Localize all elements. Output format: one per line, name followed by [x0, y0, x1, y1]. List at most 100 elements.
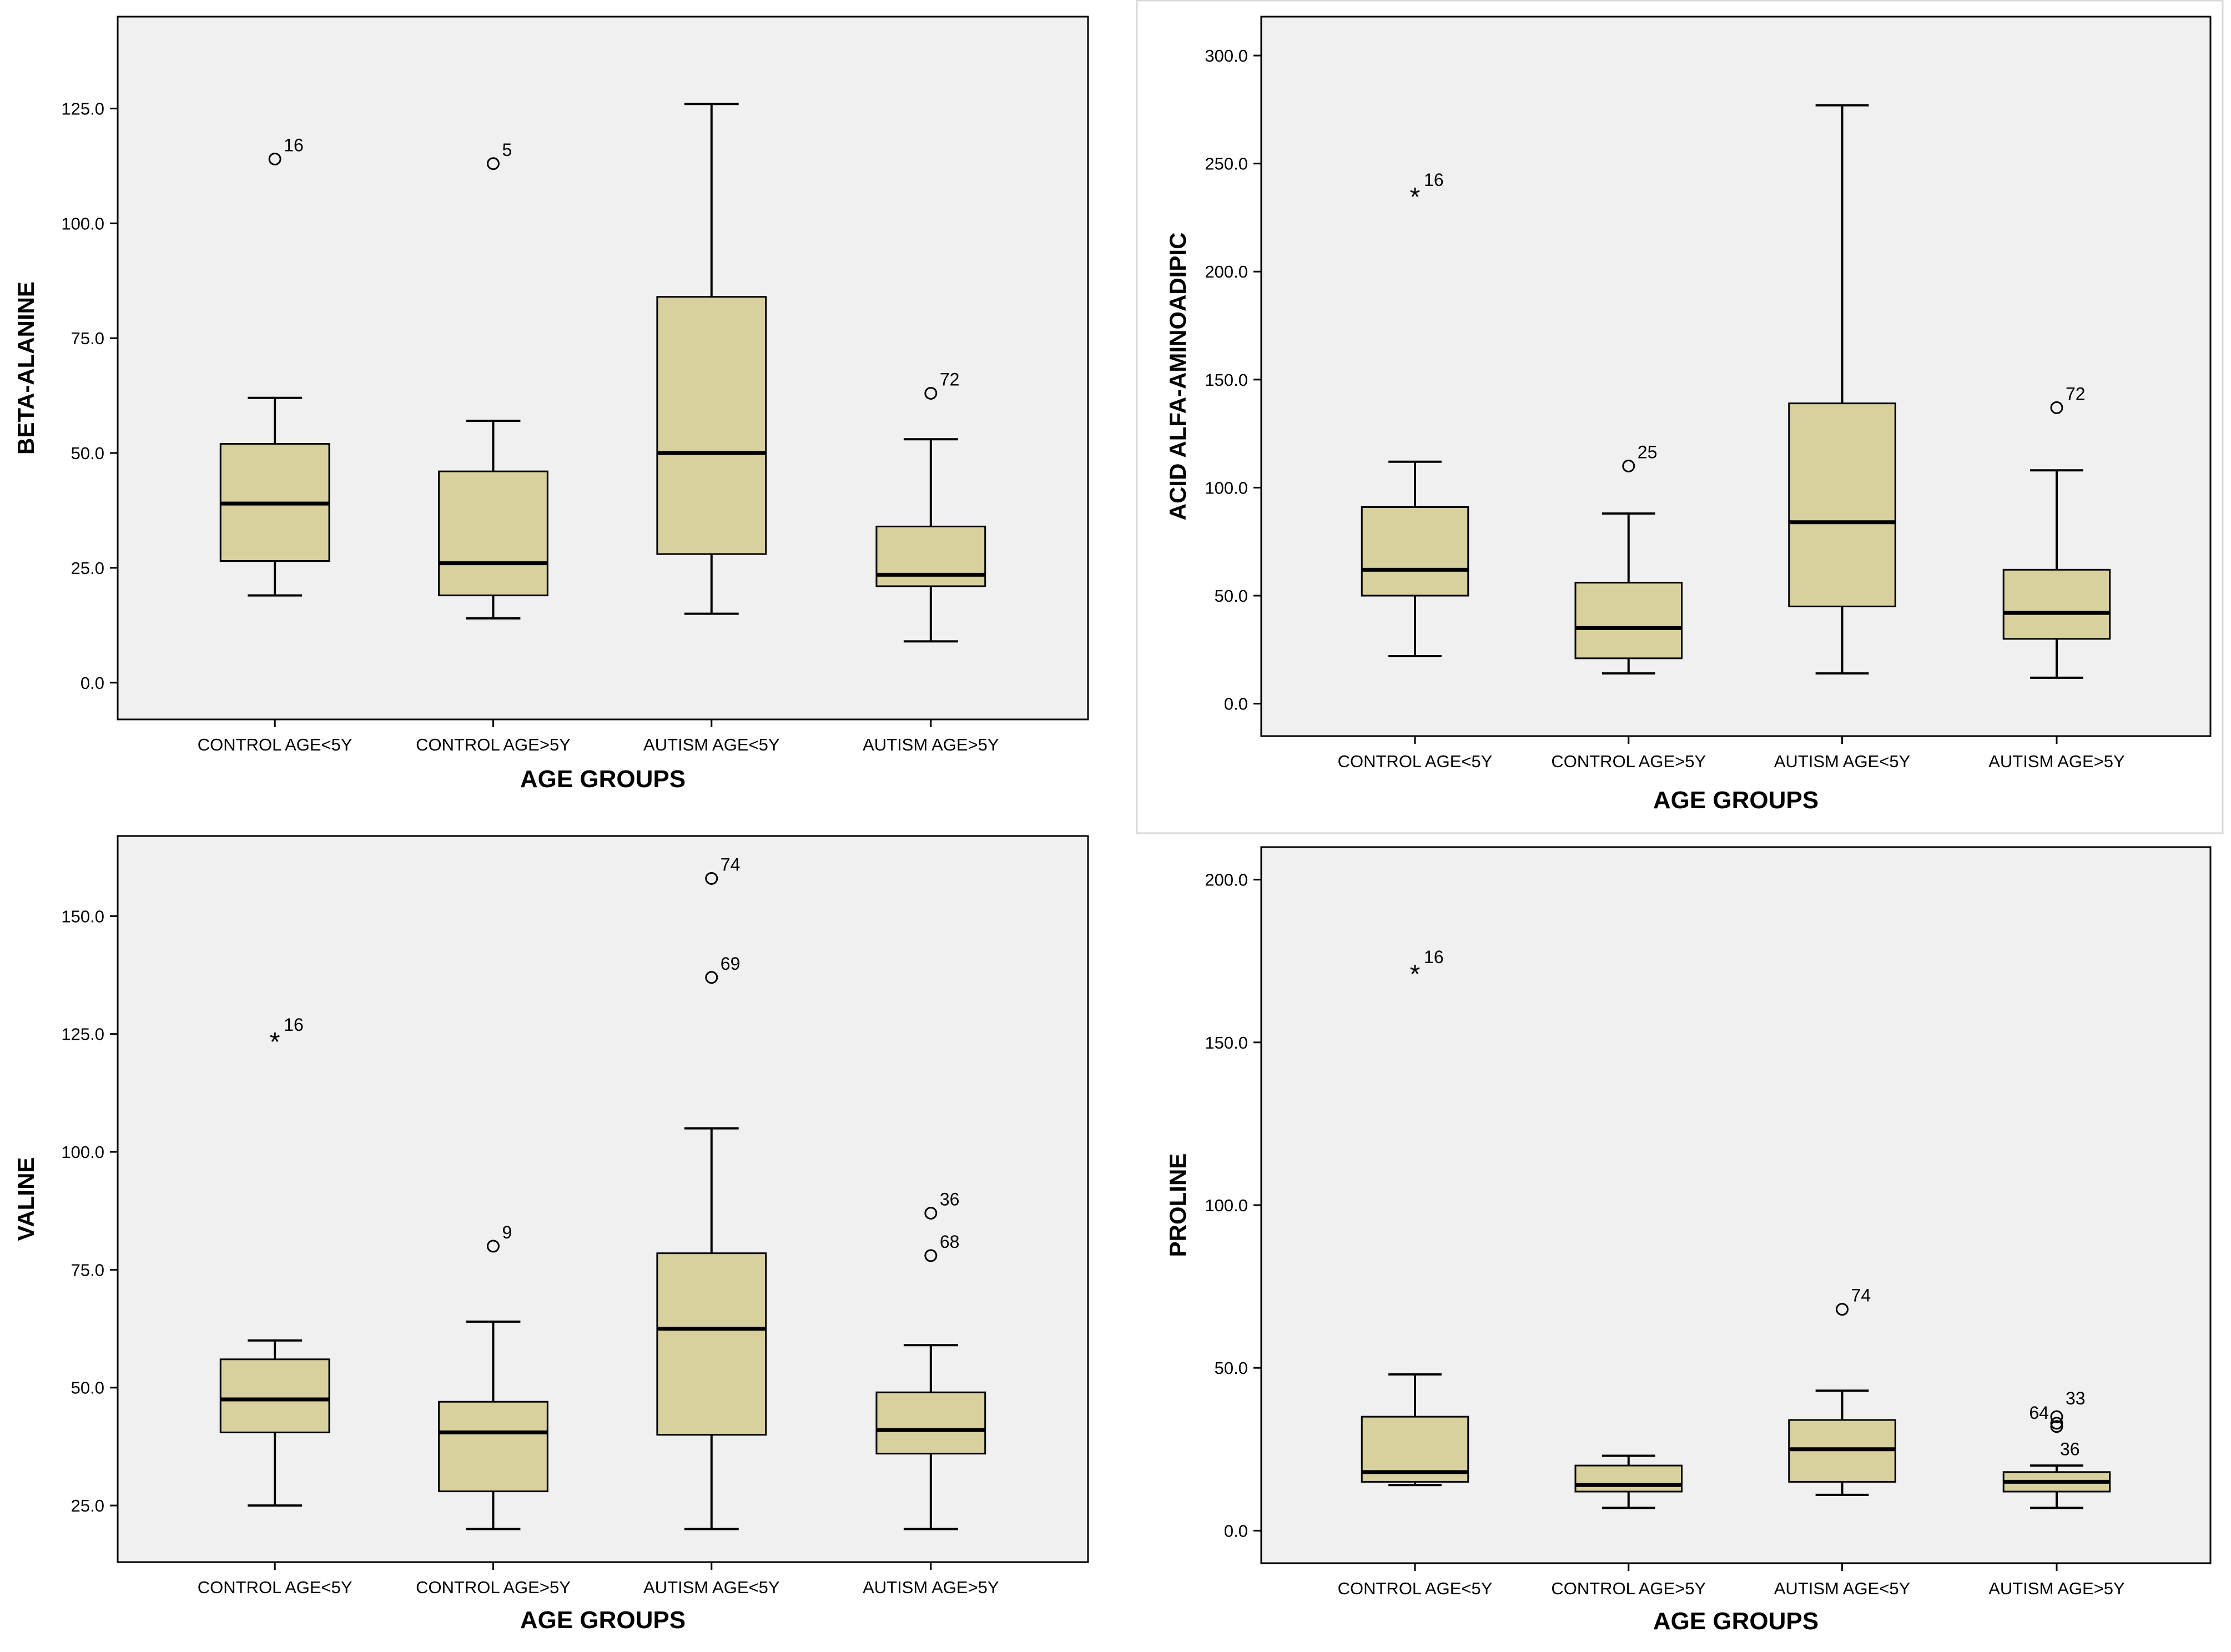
- outlier-star: *: [1410, 960, 1421, 989]
- outlier-circle: [2050, 1410, 2063, 1423]
- boxplot-panel-1: 0.0 25.0 50.0 75.0 100.0 125.0 CONTROL AGE<5Y C…: [13, 16, 1089, 793]
- outlier-circle: [705, 971, 718, 984]
- boxplot-panel-3: 25.0 50.0 75.0 100.0 125.0 150.0 CONTROL AGE<5…: [13, 835, 1089, 1634]
- box-3: [1788, 104, 1896, 675]
- outlier-label: 16: [1424, 170, 1444, 190]
- x-axis-title: AGE GROUPS: [520, 765, 686, 793]
- box-iqr: [219, 1358, 330, 1433]
- y-tick-label: 50.0: [71, 1378, 104, 1398]
- y-tick-label: 300.0: [1205, 46, 1248, 66]
- y-axis-title: BETA-ALANINE: [13, 281, 39, 455]
- y-tick-label: 250.0: [1205, 154, 1248, 174]
- y-tick-label: 150.0: [61, 906, 104, 926]
- outlier-label: 74: [721, 854, 741, 874]
- outlier-circle: [1836, 1303, 1849, 1316]
- box-3: [656, 1127, 767, 1530]
- x-axis-title: AGE GROUPS: [1653, 1608, 1819, 1635]
- y-tick-label: 0.0: [1224, 1521, 1248, 1540]
- outlier-label: 9: [502, 1222, 512, 1242]
- outlier-circle: [2050, 1417, 2063, 1430]
- x-tick-label: CONTROL AGE>5Y: [416, 1578, 571, 1597]
- outlier-star: *: [270, 1028, 280, 1057]
- outlier-label: 16: [284, 1015, 304, 1035]
- y-tick-label: 125.0: [61, 99, 104, 118]
- y-axis-title: ACID ALFA-AMINOADIPIC: [1165, 233, 1191, 521]
- y-tick-label: 25.0: [71, 1496, 104, 1515]
- x-tick-label: AUTISM AGE>5Y: [863, 1578, 999, 1597]
- x-axis-title: AGE GROUPS: [520, 1606, 686, 1634]
- y-tick-label: 25.0: [71, 558, 104, 578]
- outlier-circle: [2050, 401, 2063, 414]
- y-tick-label: 200.0: [1205, 262, 1248, 281]
- x-tick-label: CONTROL AGE<5Y: [1338, 752, 1493, 771]
- outlier-label: 25: [1638, 442, 1658, 462]
- x-tick-label: CONTROL AGE>5Y: [1551, 752, 1706, 771]
- boxplot-panel-2: 0.0 50.0 100.0 150.0 200.0 250.0 300.0 CONTROL …: [1165, 16, 2212, 814]
- outlier-label: 68: [940, 1232, 960, 1252]
- x-tick-label: AUTISM AGE>5Y: [863, 735, 999, 754]
- y-tick-label: 125.0: [61, 1025, 104, 1044]
- outlier-circle: [705, 872, 718, 885]
- y-tick-label: 50.0: [71, 444, 104, 463]
- box-1: [1361, 460, 1469, 657]
- box-iqr: [875, 525, 986, 587]
- box-iqr: [438, 1401, 548, 1493]
- box-2: [1574, 1454, 1683, 1509]
- x-tick-label: AUTISM AGE>5Y: [1988, 752, 2125, 771]
- y-tick-label: 75.0: [71, 329, 104, 348]
- outlier-label: 36: [2060, 1439, 2080, 1459]
- outlier-label: 16: [1424, 947, 1444, 967]
- y-tick-label: 50.0: [1215, 1358, 1248, 1378]
- box-iqr: [438, 470, 548, 597]
- box-3: [1788, 1389, 1896, 1496]
- outlier-circle: [924, 1249, 938, 1262]
- box-iqr: [656, 296, 767, 555]
- box-4: [2002, 1464, 2111, 1509]
- box-2: [438, 1320, 548, 1530]
- y-tick-label: 100.0: [61, 214, 104, 233]
- y-tick-label: 0.0: [80, 673, 104, 693]
- x-tick-label: CONTROL AGE<5Y: [198, 735, 352, 754]
- outlier-label: 72: [2066, 384, 2086, 404]
- y-tick-label: 100.0: [1205, 478, 1248, 497]
- box-3: [656, 103, 767, 615]
- x-tick-label: CONTROL AGE>5Y: [416, 735, 571, 754]
- box-4: [875, 1344, 986, 1530]
- outlier-circle: [486, 1240, 500, 1253]
- box-iqr: [1574, 582, 1683, 659]
- box-1: [219, 1339, 330, 1507]
- y-tick-label: 75.0: [71, 1260, 104, 1280]
- y-axis-title: PROLINE: [1165, 1154, 1191, 1257]
- outlier-label: 33: [2066, 1388, 2086, 1408]
- y-tick-label: 150.0: [1205, 370, 1248, 390]
- outlier-label: 72: [940, 370, 960, 390]
- outlier-circle: [924, 1206, 938, 1220]
- outlier-circle: [924, 387, 938, 400]
- box-iqr: [2002, 568, 2111, 640]
- x-tick-label: AUTISM AGE>5Y: [1988, 1579, 2125, 1598]
- outlier-circle: [486, 157, 500, 170]
- y-tick-label: 100.0: [1205, 1196, 1248, 1215]
- outlier-label: 5: [502, 140, 512, 160]
- outlier-label: 16: [284, 135, 304, 155]
- plot-area: [117, 16, 1089, 721]
- box-iqr: [656, 1252, 767, 1436]
- outlier-label: 36: [940, 1189, 960, 1209]
- x-tick-label: AUTISM AGE<5Y: [1774, 752, 1911, 771]
- box-1: [219, 396, 330, 597]
- y-tick-label: 0.0: [1224, 694, 1248, 714]
- box-2: [1574, 512, 1683, 675]
- outlier-label: 74: [1851, 1286, 1871, 1306]
- x-tick-label: CONTROL AGE>5Y: [1551, 1579, 1706, 1598]
- boxplot-panel-4: 0.0 50.0 100.0 150.0 200.0 CONTROL AGE<5Y CONT…: [1165, 846, 2212, 1635]
- box-iqr: [1574, 1464, 1683, 1493]
- y-tick-label: 200.0: [1205, 870, 1248, 890]
- box-2: [438, 420, 548, 620]
- box-1: [1361, 1373, 1469, 1487]
- y-axis-title: VALINE: [13, 1157, 39, 1241]
- y-tick-label: 100.0: [61, 1142, 104, 1162]
- box-4: [875, 438, 986, 643]
- outlier-label: 69: [721, 954, 741, 974]
